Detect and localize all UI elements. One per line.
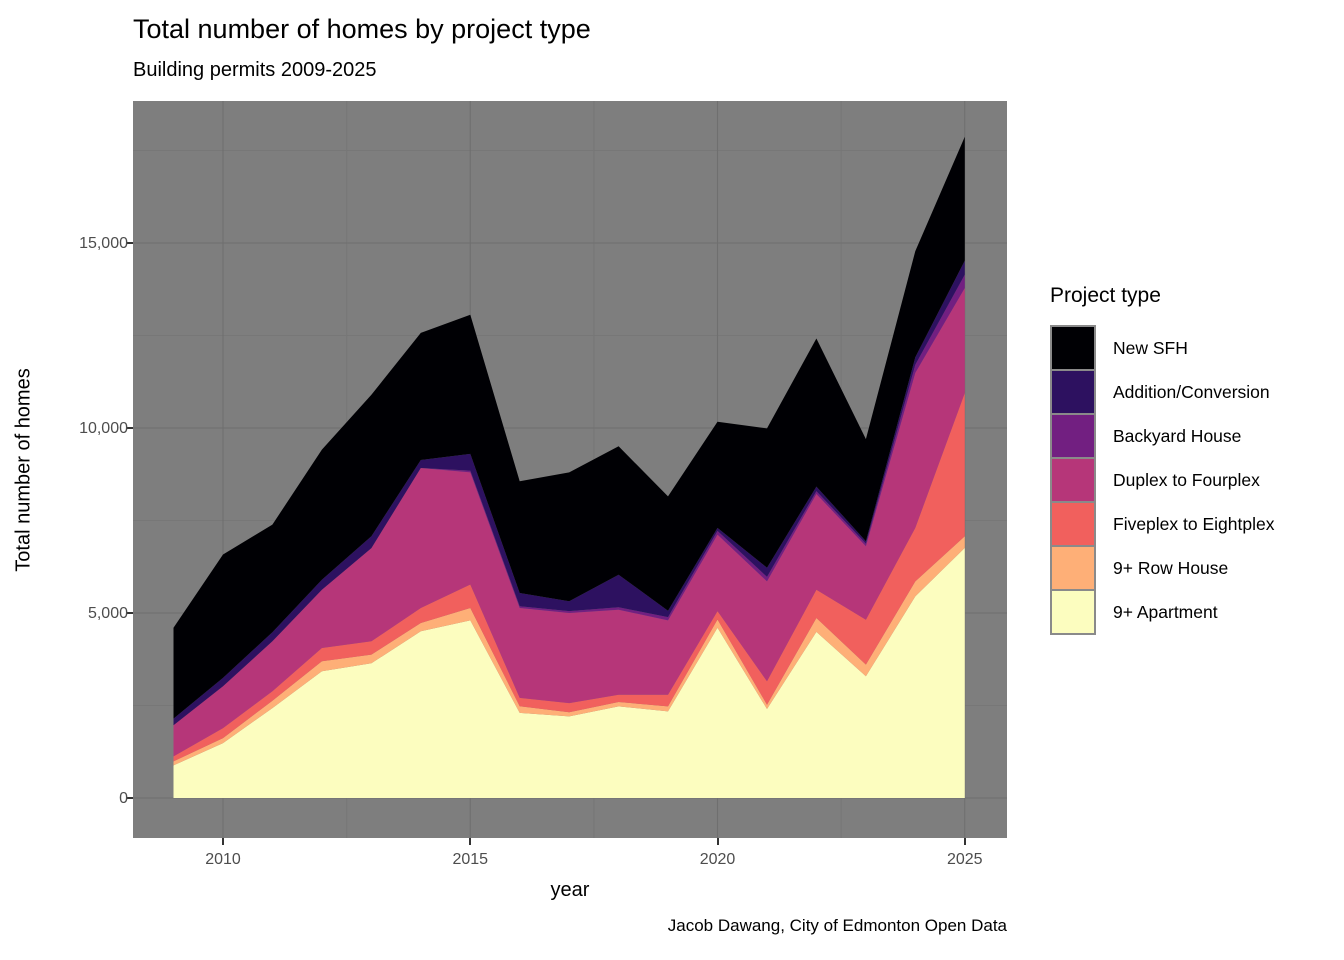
stacked-area-chart (133, 101, 1007, 838)
y-tick-mark (127, 797, 133, 799)
x-tick-label: 2025 (946, 851, 983, 868)
x-tick-mark (716, 838, 719, 845)
area-9-apartment (173, 547, 965, 798)
legend-key-swatch (1050, 589, 1096, 635)
y-axis-title: Total number of homes (12, 368, 35, 572)
legend-key-swatch (1050, 413, 1096, 459)
legend-title: Project type (1050, 284, 1161, 307)
legend-key-swatch (1050, 325, 1096, 371)
legend-entry-new-sfh: New SFH (1050, 325, 1340, 371)
legend-label: 9+ Row House (1113, 557, 1229, 578)
y-tick-label: 0 (119, 789, 128, 807)
x-tick-mark (469, 838, 472, 845)
chart-title: Total number of homes by project type (133, 14, 591, 44)
legend-key-swatch (1050, 457, 1096, 503)
area-duplex-to-fourplex (173, 288, 965, 757)
chart-subtitle: Building permits 2009-2025 (133, 59, 377, 81)
legend-entry-backyard-house: Backyard House (1050, 413, 1340, 459)
area-9-row-house (173, 536, 965, 766)
legend-label: Backyard House (1113, 425, 1242, 446)
y-tick-label: 5,000 (87, 604, 128, 622)
y-tick-mark (127, 612, 133, 614)
legend: Project type New SFH Addition/Conversion B… (1050, 284, 1340, 635)
legend-entry-fiveplex-to-eightplex: Fiveplex to Eightplex (1050, 501, 1340, 547)
y-tick-label: 10,000 (79, 419, 128, 437)
legend-key-swatch (1050, 501, 1096, 547)
legend-entry-9-apartment: 9+ Apartment (1050, 589, 1340, 635)
legend-key-swatch (1050, 545, 1096, 591)
legend-label: 9+ Apartment (1113, 601, 1218, 622)
x-tick-label: 2020 (699, 851, 736, 868)
legend-entry-9-row-house: 9+ Row House (1050, 545, 1340, 591)
y-tick-label: 15,000 (79, 234, 128, 252)
x-axis-title: year (550, 879, 590, 901)
y-tick-mark (127, 242, 133, 244)
legend-entries: New SFH Addition/Conversion Backyard House… (1050, 325, 1340, 635)
legend-label: Duplex to Fourplex (1113, 469, 1260, 490)
y-tick-mark (127, 427, 133, 429)
legend-label: New SFH (1113, 337, 1188, 358)
area-new-sfh (173, 136, 965, 719)
legend-entry-addition-conversion: Addition/Conversion (1050, 369, 1340, 415)
x-tick-label: 2010 (205, 851, 241, 868)
plot-panel (133, 101, 1007, 838)
caption: Jacob Dawang, City of Edmonton Open Data (667, 916, 1007, 935)
x-tick-mark (222, 838, 224, 845)
legend-label: Fiveplex to Eightplex (1113, 513, 1275, 534)
x-tick-mark (963, 838, 966, 845)
legend-label: Addition/Conversion (1113, 381, 1270, 402)
legend-entry-duplex-to-fourplex: Duplex to Fourplex (1050, 457, 1340, 503)
legend-key-swatch (1050, 369, 1096, 415)
x-tick-label: 2015 (452, 851, 489, 868)
